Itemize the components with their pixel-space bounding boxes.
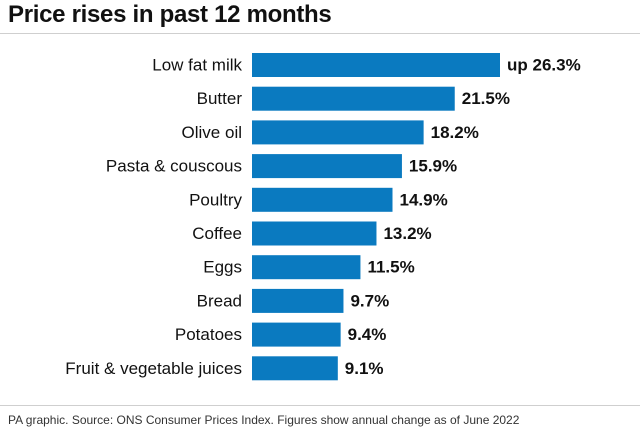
source-note: PA graphic. Source: ONS Consumer Prices … bbox=[8, 413, 520, 427]
value-label: 9.1% bbox=[345, 359, 384, 378]
title-divider bbox=[0, 33, 640, 34]
category-label: Coffee bbox=[192, 224, 242, 243]
value-label: up 26.3% bbox=[507, 56, 581, 75]
value-label: 11.5% bbox=[367, 258, 414, 277]
value-label: 9.7% bbox=[350, 291, 389, 310]
value-label: 9.4% bbox=[348, 325, 387, 344]
footer-divider bbox=[0, 405, 640, 406]
bar bbox=[252, 356, 338, 381]
bar bbox=[252, 154, 402, 179]
bar bbox=[252, 255, 361, 280]
bar bbox=[252, 86, 455, 111]
bar bbox=[252, 187, 393, 212]
category-label: Fruit & vegetable juices bbox=[65, 359, 242, 378]
chart-title: Price rises in past 12 months bbox=[8, 1, 332, 28]
bar bbox=[252, 288, 344, 313]
value-label: 18.2% bbox=[431, 123, 479, 142]
bar bbox=[252, 120, 424, 145]
category-label: Olive oil bbox=[182, 123, 242, 142]
category-label: Butter bbox=[197, 89, 243, 108]
category-label: Low fat milk bbox=[152, 56, 242, 75]
category-label: Poultry bbox=[189, 190, 242, 209]
value-label: 13.2% bbox=[383, 224, 431, 243]
bar bbox=[252, 322, 341, 347]
category-label: Eggs bbox=[203, 258, 242, 277]
value-label: 15.9% bbox=[409, 157, 457, 176]
category-label: Potatoes bbox=[175, 325, 242, 344]
category-label: Pasta & couscous bbox=[106, 157, 242, 176]
category-label: Bread bbox=[197, 291, 242, 310]
bar bbox=[252, 53, 500, 77]
bar bbox=[252, 221, 377, 246]
bar-chart: Low fat milk up 26.3% Butter 21.5% Olive oil… bbox=[65, 53, 581, 381]
value-label: 21.5% bbox=[462, 89, 510, 108]
value-label: 14.9% bbox=[400, 190, 448, 209]
